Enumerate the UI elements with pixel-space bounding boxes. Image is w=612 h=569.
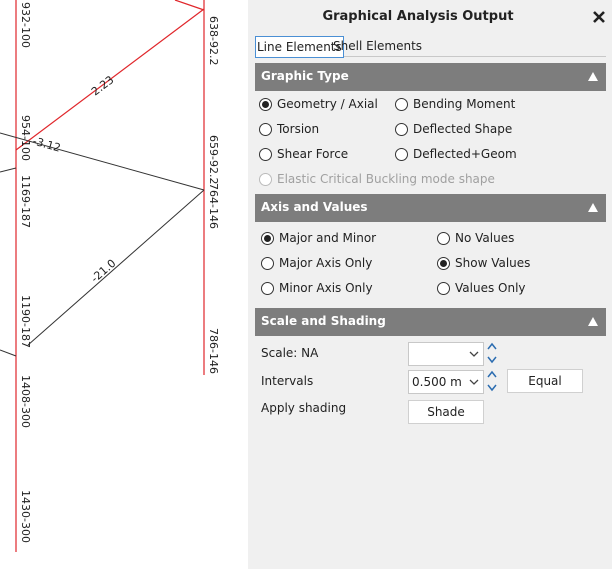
radio-button[interactable]	[395, 98, 408, 111]
section-header[interactable]: Graphic Type	[255, 63, 606, 91]
section-title: Scale and Shading	[261, 314, 386, 328]
section-header[interactable]: Scale and Shading	[255, 308, 606, 336]
member-line	[27, 189, 205, 346]
section-title: Graphic Type	[261, 69, 349, 83]
member-label: 1169-187	[19, 175, 32, 228]
option-label[interactable]: Deflected+Geom	[413, 147, 517, 161]
section-header[interactable]: Axis and Values	[255, 194, 606, 222]
dropdown[interactable]: 0.500 m	[408, 370, 484, 394]
analysis-canvas: 932-100 638-92.2 954-100 659-92.2 1169-187 76…	[0, 0, 220, 552]
option-label[interactable]: Major and Minor	[279, 231, 377, 245]
tab-divider	[255, 56, 606, 57]
button[interactable]: Shade	[408, 400, 484, 424]
option-label[interactable]: Torsion	[277, 122, 320, 136]
panel-title: Graphical Analysis Output	[322, 9, 514, 24]
radio-button[interactable]	[437, 257, 450, 270]
option-label[interactable]: Geometry / Axial	[277, 97, 378, 111]
tab[interactable]: Line Elements	[255, 36, 344, 58]
option-label: Elastic Critical Buckling mode shape	[277, 172, 495, 186]
member-line	[0, 349, 17, 357]
collapse-icon	[588, 203, 598, 212]
spinner[interactable]	[487, 342, 497, 367]
dropdown[interactable]	[408, 342, 484, 366]
member-label: 1190-187	[19, 295, 32, 348]
radio-button	[259, 173, 272, 186]
option-label[interactable]: No Values	[455, 231, 515, 245]
member-label: 932-100	[19, 2, 32, 48]
radio-button[interactable]	[259, 123, 272, 136]
field-label: Apply shading	[261, 401, 347, 415]
tab[interactable]: Shell Elements	[333, 39, 423, 53]
radio-button[interactable]	[437, 232, 450, 245]
option-label[interactable]: Major Axis Only	[279, 256, 373, 270]
radio-button[interactable]	[259, 148, 272, 161]
side-panel: Graphical Analysis Output Line Elements S…	[248, 0, 612, 569]
option-label[interactable]: Values Only	[455, 281, 526, 295]
radio-button[interactable]	[437, 282, 450, 295]
spinner[interactable]	[487, 370, 497, 395]
dropdown-value: 0.500 m	[412, 375, 462, 389]
member-label: 1408-300	[19, 375, 32, 428]
radio-button[interactable]	[259, 98, 272, 111]
button[interactable]: Equal	[507, 369, 583, 393]
field-label: Intervals	[261, 374, 314, 388]
member-label: 638-92.2	[207, 16, 220, 65]
force-label: -21.0	[88, 257, 118, 285]
member-line	[0, 132, 205, 191]
member-label: 764-146	[207, 183, 220, 229]
radio-button[interactable]	[261, 257, 274, 270]
collapse-icon	[588, 317, 598, 326]
member-label: 1430-300	[19, 490, 32, 543]
close-button[interactable]	[593, 11, 605, 23]
member-label: 659-92.2	[207, 135, 220, 184]
option-label[interactable]: Shear Force	[277, 147, 349, 161]
member-label: 786-146	[207, 328, 220, 374]
radio-button[interactable]	[395, 123, 408, 136]
force-label: 2.23	[89, 73, 116, 98]
option-label[interactable]: Bending Moment	[413, 97, 516, 111]
radio-button[interactable]	[261, 282, 274, 295]
section-title: Axis and Values	[261, 200, 368, 214]
force-label: -3.12	[31, 134, 62, 154]
field-label: Scale: NA	[261, 346, 319, 360]
member-line	[0, 167, 17, 173]
brace-line	[174, 0, 205, 11]
radio-button[interactable]	[395, 148, 408, 161]
member-label: 954-100	[19, 115, 32, 161]
option-label[interactable]: Minor Axis Only	[279, 281, 373, 295]
collapse-icon	[588, 72, 598, 81]
radio-button[interactable]	[261, 232, 274, 245]
brace-line	[15, 8, 205, 151]
option-label[interactable]: Show Values	[455, 256, 531, 270]
option-label[interactable]: Deflected Shape	[413, 122, 513, 136]
